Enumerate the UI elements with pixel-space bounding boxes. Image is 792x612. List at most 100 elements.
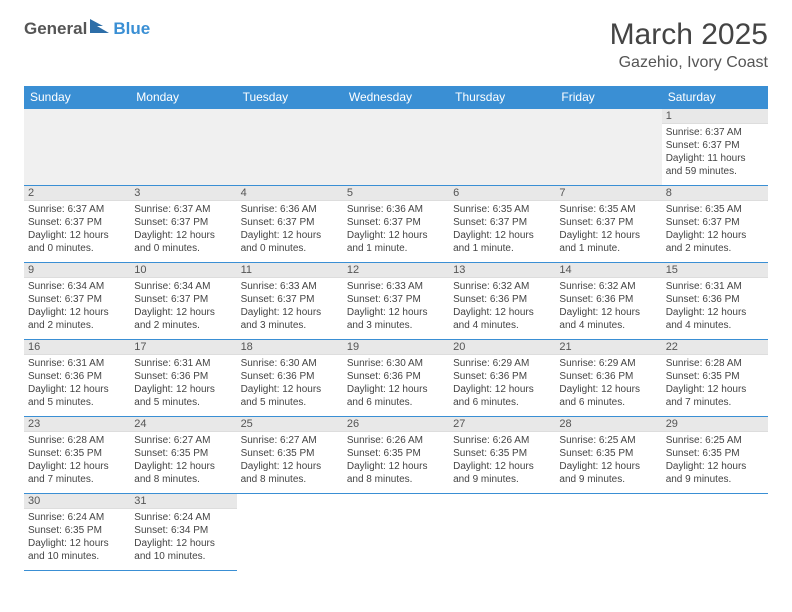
calendar-cell xyxy=(555,494,661,571)
flag-icon xyxy=(89,18,111,39)
calendar-cell: 12Sunrise: 6:33 AMSunset: 6:37 PMDayligh… xyxy=(343,263,449,340)
day-number: 4 xyxy=(237,186,343,201)
day-number: 22 xyxy=(662,340,768,355)
calendar-cell xyxy=(343,109,449,186)
calendar-cell: 9Sunrise: 6:34 AMSunset: 6:37 PMDaylight… xyxy=(24,263,130,340)
day-number: 1 xyxy=(662,109,768,124)
day-number: 14 xyxy=(555,263,661,278)
day-line: Sunset: 6:35 PM xyxy=(347,447,445,460)
day-line: Sunrise: 6:24 AM xyxy=(134,511,232,524)
day-line: and 10 minutes. xyxy=(134,550,232,563)
day-line: Sunrise: 6:32 AM xyxy=(453,280,551,293)
calendar-cell xyxy=(24,109,130,186)
day-line: Sunrise: 6:28 AM xyxy=(28,434,126,447)
day-content: Sunrise: 6:26 AMSunset: 6:35 PMDaylight:… xyxy=(343,432,449,490)
calendar-cell: 21Sunrise: 6:29 AMSunset: 6:36 PMDayligh… xyxy=(555,340,661,417)
day-line: Sunset: 6:37 PM xyxy=(559,216,657,229)
calendar-cell: 30Sunrise: 6:24 AMSunset: 6:35 PMDayligh… xyxy=(24,494,130,571)
day-number: 23 xyxy=(24,417,130,432)
calendar-cell: 17Sunrise: 6:31 AMSunset: 6:36 PMDayligh… xyxy=(130,340,236,417)
month-title: March 2025 xyxy=(610,18,768,52)
calendar-table: Sunday Monday Tuesday Wednesday Thursday… xyxy=(24,86,768,571)
day-line: Sunset: 6:35 PM xyxy=(666,447,764,460)
day-line: Sunset: 6:37 PM xyxy=(241,293,339,306)
day-line: and 0 minutes. xyxy=(28,242,126,255)
day-line: Sunset: 6:37 PM xyxy=(666,216,764,229)
day-line: Sunrise: 6:31 AM xyxy=(666,280,764,293)
day-line: Sunset: 6:36 PM xyxy=(559,370,657,383)
day-line: and 7 minutes. xyxy=(666,396,764,409)
day-line: Sunset: 6:36 PM xyxy=(241,370,339,383)
day-line: Sunset: 6:37 PM xyxy=(28,293,126,306)
day-number: 15 xyxy=(662,263,768,278)
header: General Blue March 2025 Gazehio, Ivory C… xyxy=(24,18,768,72)
day-line: Sunrise: 6:26 AM xyxy=(453,434,551,447)
day-header: Saturday xyxy=(662,86,768,109)
day-line: and 3 minutes. xyxy=(347,319,445,332)
calendar-cell xyxy=(237,109,343,186)
day-line: Sunset: 6:36 PM xyxy=(666,293,764,306)
day-header: Thursday xyxy=(449,86,555,109)
calendar-cell: 31Sunrise: 6:24 AMSunset: 6:34 PMDayligh… xyxy=(130,494,236,571)
calendar-cell: 5Sunrise: 6:36 AMSunset: 6:37 PMDaylight… xyxy=(343,186,449,263)
day-number: 26 xyxy=(343,417,449,432)
day-content: Sunrise: 6:36 AMSunset: 6:37 PMDaylight:… xyxy=(237,201,343,259)
day-number: 19 xyxy=(343,340,449,355)
day-number: 17 xyxy=(130,340,236,355)
day-content: Sunrise: 6:34 AMSunset: 6:37 PMDaylight:… xyxy=(24,278,130,336)
day-line: Sunrise: 6:24 AM xyxy=(28,511,126,524)
day-header: Wednesday xyxy=(343,86,449,109)
day-number: 7 xyxy=(555,186,661,201)
day-line: Daylight: 11 hours xyxy=(666,152,764,165)
day-line: Daylight: 12 hours xyxy=(666,306,764,319)
day-line: and 1 minute. xyxy=(453,242,551,255)
day-line: Sunrise: 6:29 AM xyxy=(453,357,551,370)
day-line: and 1 minute. xyxy=(347,242,445,255)
day-content: Sunrise: 6:32 AMSunset: 6:36 PMDaylight:… xyxy=(555,278,661,336)
day-line: Sunrise: 6:37 AM xyxy=(666,126,764,139)
day-content: Sunrise: 6:35 AMSunset: 6:37 PMDaylight:… xyxy=(555,201,661,259)
day-content: Sunrise: 6:25 AMSunset: 6:35 PMDaylight:… xyxy=(555,432,661,490)
day-line: and 5 minutes. xyxy=(28,396,126,409)
day-content: Sunrise: 6:26 AMSunset: 6:35 PMDaylight:… xyxy=(449,432,555,490)
day-line: and 6 minutes. xyxy=(347,396,445,409)
calendar-cell: 3Sunrise: 6:37 AMSunset: 6:37 PMDaylight… xyxy=(130,186,236,263)
calendar-cell: 11Sunrise: 6:33 AMSunset: 6:37 PMDayligh… xyxy=(237,263,343,340)
day-content: Sunrise: 6:25 AMSunset: 6:35 PMDaylight:… xyxy=(662,432,768,490)
day-number: 31 xyxy=(130,494,236,509)
day-content: Sunrise: 6:37 AMSunset: 6:37 PMDaylight:… xyxy=(24,201,130,259)
day-content: Sunrise: 6:31 AMSunset: 6:36 PMDaylight:… xyxy=(662,278,768,336)
day-content: Sunrise: 6:28 AMSunset: 6:35 PMDaylight:… xyxy=(24,432,130,490)
day-content: Sunrise: 6:30 AMSunset: 6:36 PMDaylight:… xyxy=(343,355,449,413)
day-number: 3 xyxy=(130,186,236,201)
calendar-cell: 15Sunrise: 6:31 AMSunset: 6:36 PMDayligh… xyxy=(662,263,768,340)
day-number: 21 xyxy=(555,340,661,355)
day-content: Sunrise: 6:35 AMSunset: 6:37 PMDaylight:… xyxy=(662,201,768,259)
day-number: 10 xyxy=(130,263,236,278)
day-line: and 10 minutes. xyxy=(28,550,126,563)
calendar-cell: 10Sunrise: 6:34 AMSunset: 6:37 PMDayligh… xyxy=(130,263,236,340)
day-line: and 3 minutes. xyxy=(241,319,339,332)
day-line: Daylight: 12 hours xyxy=(347,383,445,396)
day-line: Daylight: 12 hours xyxy=(241,460,339,473)
day-number: 8 xyxy=(662,186,768,201)
day-line: Sunrise: 6:29 AM xyxy=(559,357,657,370)
day-line: and 2 minutes. xyxy=(134,319,232,332)
day-header: Sunday xyxy=(24,86,130,109)
day-line: Sunset: 6:37 PM xyxy=(241,216,339,229)
day-number: 13 xyxy=(449,263,555,278)
day-number: 27 xyxy=(449,417,555,432)
day-number: 28 xyxy=(555,417,661,432)
day-line: Daylight: 12 hours xyxy=(559,229,657,242)
day-line: Daylight: 12 hours xyxy=(666,460,764,473)
day-number: 9 xyxy=(24,263,130,278)
calendar-cell: 18Sunrise: 6:30 AMSunset: 6:36 PMDayligh… xyxy=(237,340,343,417)
day-line: and 0 minutes. xyxy=(241,242,339,255)
day-line: and 2 minutes. xyxy=(666,242,764,255)
calendar-cell xyxy=(662,494,768,571)
day-line: Sunset: 6:36 PM xyxy=(28,370,126,383)
day-line: Sunrise: 6:32 AM xyxy=(559,280,657,293)
day-line: and 4 minutes. xyxy=(559,319,657,332)
calendar-cell: 28Sunrise: 6:25 AMSunset: 6:35 PMDayligh… xyxy=(555,417,661,494)
day-line: Daylight: 12 hours xyxy=(666,383,764,396)
